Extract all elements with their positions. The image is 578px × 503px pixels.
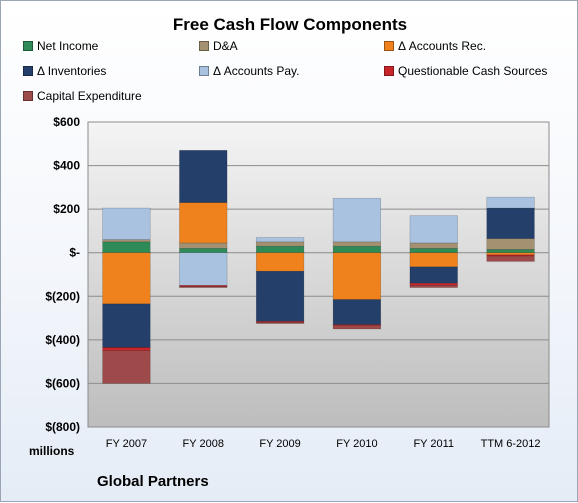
chart-title: Free Cash Flow Components	[172, 15, 408, 34]
bar-segment	[486, 254, 535, 257]
bar-segment	[486, 207, 535, 239]
x-tick-label: FY 2007	[106, 438, 147, 450]
bar-segment	[102, 252, 151, 305]
bar-segment	[332, 252, 382, 300]
bar-segment	[332, 241, 382, 247]
bar-segment	[179, 252, 228, 286]
legend-swatch	[199, 66, 209, 76]
bar-segment	[179, 248, 228, 254]
bar-segment	[409, 285, 458, 288]
bar-segment	[179, 286, 228, 288]
x-tick-label: TTM 6-2012	[481, 438, 541, 450]
legend-swatch	[23, 91, 33, 101]
bar-segment	[409, 282, 458, 286]
bar-segment	[255, 237, 305, 243]
legend-label: Capital Expenditure	[37, 89, 142, 103]
legend-item: Δ Accounts Rec.	[384, 39, 486, 53]
bar-segment	[332, 245, 382, 254]
legend-swatch	[384, 66, 394, 76]
bar-segment	[486, 196, 535, 209]
legend-label: D&A	[213, 39, 238, 53]
bar-segment	[102, 347, 151, 352]
legend-label: Net Income	[37, 39, 99, 53]
legend-item: Δ Inventories	[23, 64, 106, 78]
bar-segment	[409, 215, 458, 244]
bar-segment	[486, 252, 535, 256]
y-tick-label: $400	[53, 159, 80, 173]
x-tick-label: FY 2009	[259, 438, 300, 450]
bar-segment	[179, 242, 228, 249]
y-tick-label: $(200)	[45, 289, 80, 303]
company-name: Global Partners	[97, 473, 209, 490]
bar-segment	[179, 202, 228, 244]
bar-segment	[486, 238, 535, 250]
bar-segment	[102, 239, 151, 243]
bar-segment	[486, 255, 535, 262]
legend-item: Δ Accounts Pay.	[199, 64, 300, 78]
bar-segment	[102, 303, 151, 348]
legend-label: Δ Accounts Rec.	[398, 39, 487, 53]
x-tick-label: FY 2008	[183, 438, 224, 450]
legend-swatch	[384, 41, 394, 51]
x-tick-label: FY 2011	[413, 438, 454, 450]
bar-segment	[255, 245, 305, 254]
y-tick-label: $-	[69, 246, 80, 260]
legend-label: Questionable Cash Sources	[398, 64, 548, 78]
legend-item: Net Income	[23, 39, 98, 53]
legend-item: D&A	[199, 39, 238, 53]
y-tick-label: $(400)	[45, 333, 80, 347]
bar-segment	[255, 252, 305, 272]
y-tick-label: $(600)	[45, 376, 80, 390]
bar-segment	[179, 150, 228, 203]
y-tick-label: $(800)	[45, 420, 80, 434]
legend-swatch	[23, 41, 33, 51]
legend-swatch	[23, 66, 33, 76]
bar-segment	[102, 241, 151, 254]
bar-segment	[332, 299, 382, 325]
bar-segment	[255, 241, 305, 247]
legend-swatch	[199, 41, 209, 51]
bar-segment	[409, 248, 458, 254]
plot-background	[87, 121, 550, 428]
bar-segment	[255, 322, 305, 324]
bar-segment	[332, 197, 382, 243]
units-label: millions	[29, 444, 75, 458]
bar-segment	[409, 252, 458, 268]
bar-segment	[409, 242, 458, 249]
y-tick-label: $200	[53, 202, 80, 216]
x-tick-label: FY 2010	[336, 438, 377, 450]
legend-label: Δ Accounts Pay.	[213, 64, 300, 78]
bar-segment	[255, 270, 305, 322]
legend-item: Questionable Cash Sources	[384, 64, 547, 78]
bar-segment	[332, 325, 382, 330]
legend-label: Δ Inventories	[37, 64, 107, 78]
bar-segment	[102, 350, 151, 384]
y-tick-label: $600	[53, 115, 80, 129]
bar-segment	[102, 207, 151, 240]
legend-item: Capital Expenditure	[23, 89, 142, 103]
bar-segment	[486, 249, 535, 254]
bar-segment	[409, 266, 458, 284]
